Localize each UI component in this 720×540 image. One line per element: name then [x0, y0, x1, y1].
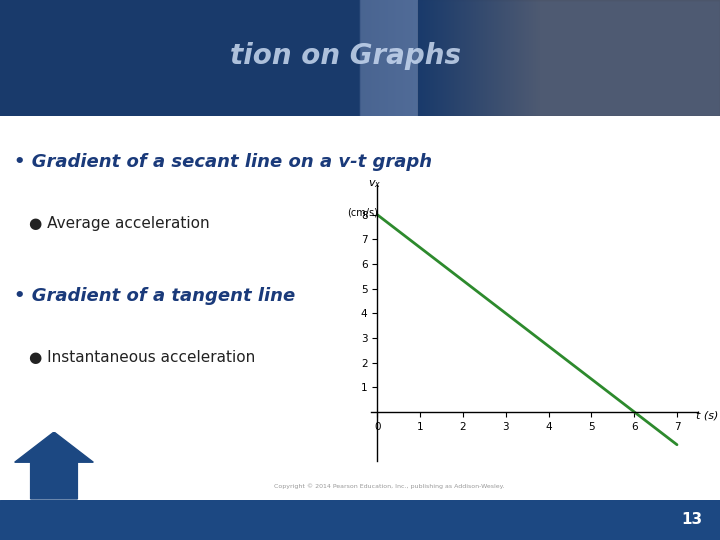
- Text: ● Instantaneous acceleration: ● Instantaneous acceleration: [29, 350, 255, 365]
- Text: $v_x$: $v_x$: [369, 178, 382, 190]
- Text: Copyright © 2014 Pearson Education, Inc., publishing as Addison-Wesley.: Copyright © 2014 Pearson Education, Inc.…: [274, 483, 504, 489]
- Text: • Gradient of a secant line on a v-t graph: • Gradient of a secant line on a v-t gra…: [14, 153, 433, 171]
- Text: (cm/s): (cm/s): [347, 207, 378, 217]
- Text: t (s): t (s): [696, 410, 719, 421]
- Text: ● Average acceleration: ● Average acceleration: [29, 216, 210, 231]
- Bar: [418, 0, 720, 116]
- Text: • Gradient of a tangent line: • Gradient of a tangent line: [14, 287, 296, 305]
- Polygon shape: [14, 432, 94, 499]
- Text: tion on Graphs: tion on Graphs: [230, 42, 462, 70]
- Text: 13: 13: [681, 512, 702, 527]
